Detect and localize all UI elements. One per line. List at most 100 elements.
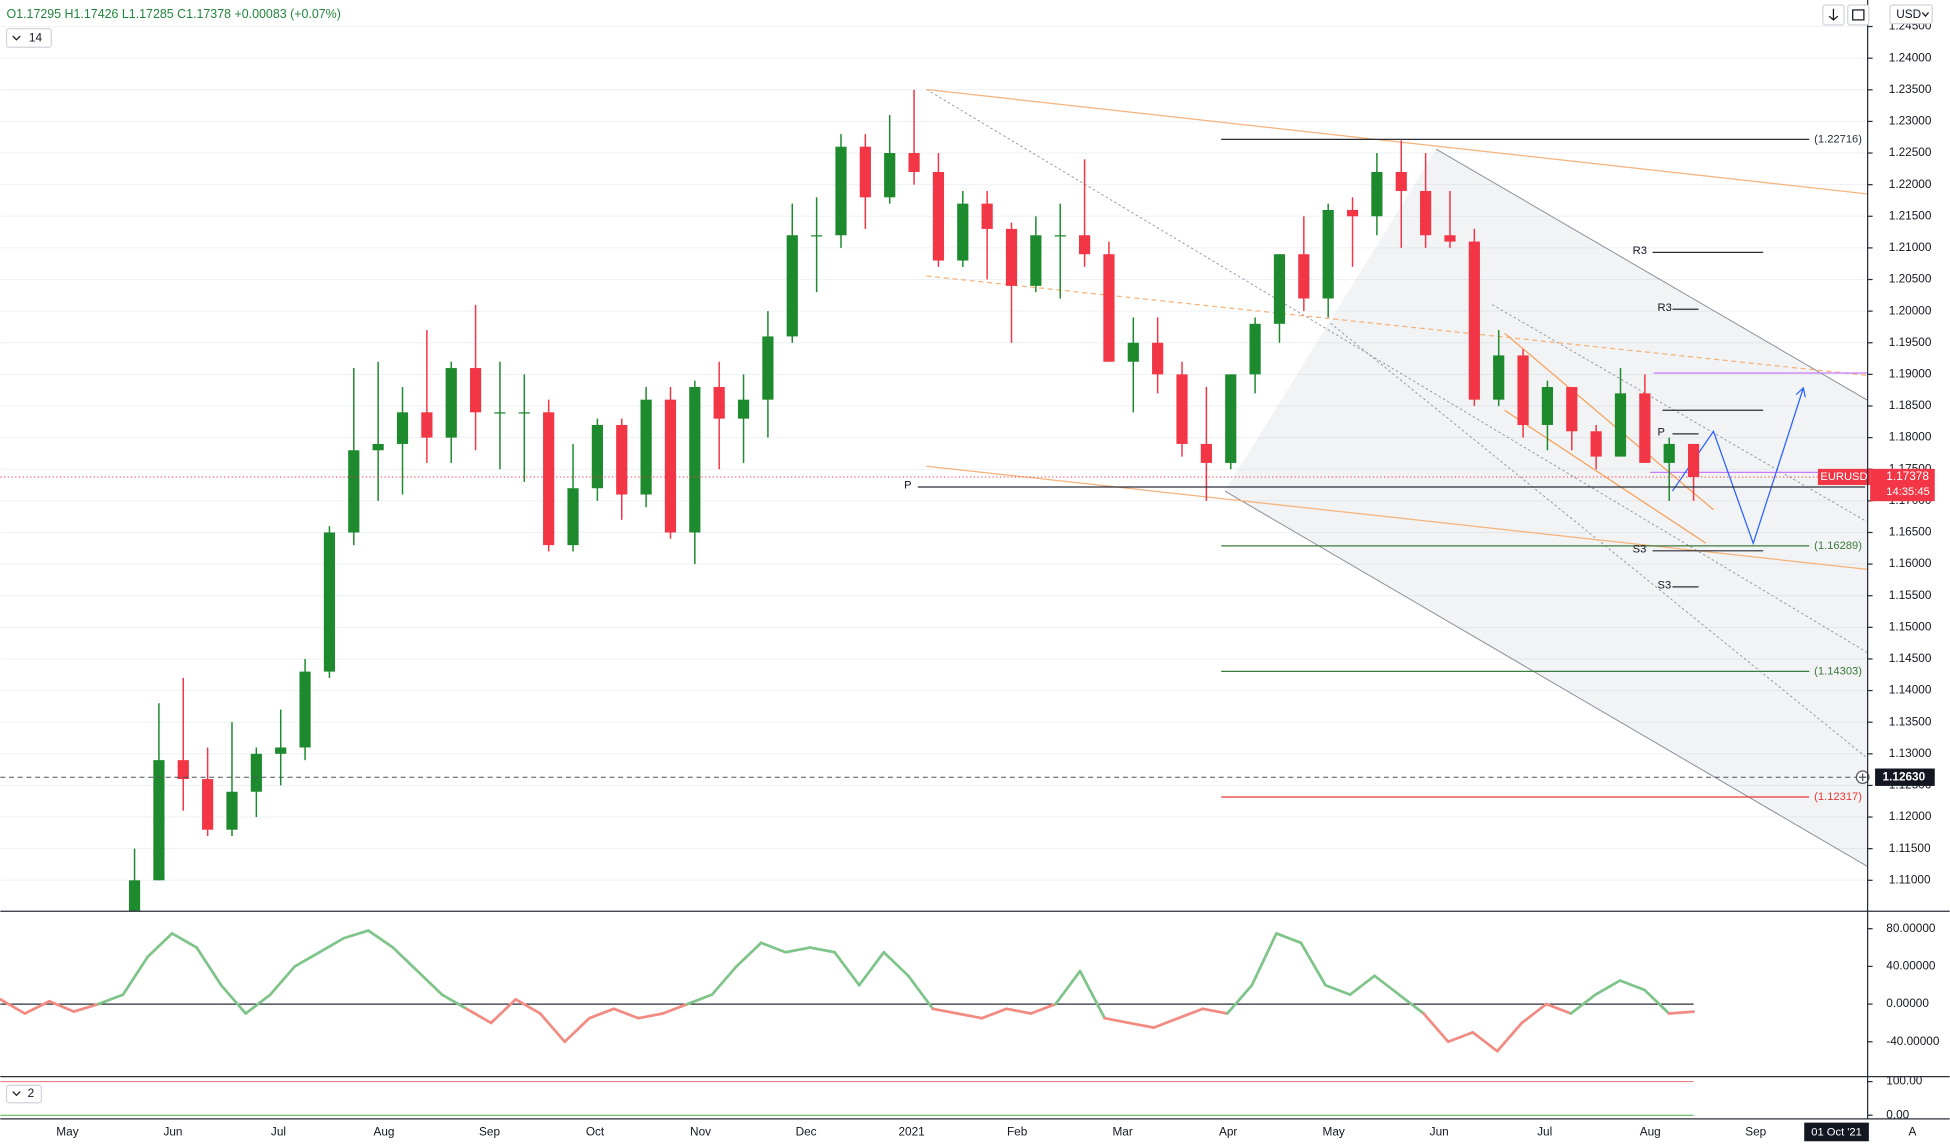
oscillator-segment — [1667, 1010, 1695, 1015]
channel-dotted — [1330, 322, 1868, 759]
chevron — [12, 35, 21, 41]
oscillator-segment — [636, 1012, 665, 1020]
y-tick-label: 1.18000 — [1889, 430, 1932, 444]
oscillator-segment — [612, 1007, 640, 1020]
wedge-line — [1504, 409, 1707, 544]
oscillator-segment — [906, 974, 935, 1011]
oscillator-segment — [882, 950, 910, 978]
oscillator-segment — [1397, 993, 1426, 1015]
candle-body — [543, 412, 555, 546]
fullscreen-button[interactable] — [1847, 4, 1870, 26]
indicator-toggle[interactable]: 14 — [5, 27, 52, 48]
y-tick-label: 1.18500 — [1889, 398, 1932, 412]
y-tick-label: 80.00000 — [1886, 921, 1936, 935]
ohlc-header: O1.17295 H1.17426 L1.17285 C1.17378 +0.0… — [7, 7, 341, 21]
trendline — [926, 465, 1868, 571]
countdown: 14:35:45 — [1886, 486, 1930, 498]
candle-body — [250, 753, 262, 792]
oscillator-segment — [391, 946, 419, 973]
oscillator-segment — [342, 929, 370, 940]
candle-body — [1639, 393, 1651, 463]
y-tick-label: 1.11500 — [1889, 841, 1931, 855]
candle-body — [1103, 254, 1115, 362]
x-tick-label: Feb — [1007, 1125, 1028, 1139]
oscillator-segment — [1324, 983, 1352, 997]
candle-body — [591, 424, 603, 489]
oscillator-segment — [195, 946, 223, 987]
high: H1.17426 — [65, 7, 119, 21]
level-label: (1.16289) — [1814, 540, 1862, 552]
oscillator-segment — [1054, 969, 1082, 1006]
candle-body — [1517, 355, 1529, 425]
candle-body — [1493, 355, 1505, 400]
candle-body — [1176, 374, 1188, 444]
candle-body — [469, 368, 482, 413]
level-label: (1.22716) — [1814, 133, 1862, 145]
x-tick-label: Jul — [1537, 1125, 1552, 1139]
y-tick-label: 0.00 — [1886, 1107, 1909, 1121]
indicator-box — [5, 1084, 42, 1104]
grid-layer — [0, 26, 1868, 881]
auto-scale[interactable]: A — [1908, 1125, 1916, 1139]
currency: USD — [1896, 7, 1921, 21]
oscillator-segment — [784, 946, 812, 954]
oscillator-segment — [48, 999, 76, 1013]
candle-body — [1200, 443, 1212, 463]
channel-dotted — [926, 89, 1868, 654]
channel — [1224, 149, 1868, 867]
oscillator-segment — [857, 950, 886, 987]
candle-body — [421, 412, 433, 438]
indicator-box — [5, 27, 52, 48]
pivot-label: P — [904, 480, 911, 492]
candle-body — [299, 671, 311, 748]
x-tick-label: Jun — [1430, 1125, 1449, 1139]
wedge-line — [1504, 332, 1714, 511]
oscillator-segment — [710, 965, 738, 997]
symbol-tag — [1817, 468, 1871, 486]
candle-body — [1468, 241, 1480, 400]
y-tick-label: 1.12000 — [1889, 809, 1932, 823]
oscillator-segment — [956, 1012, 984, 1020]
candle-body — [226, 791, 238, 830]
level-label: (1.12317) — [1814, 791, 1862, 803]
y-tick-label: 1.14500 — [1889, 651, 1932, 665]
oscillator-segment — [0, 997, 27, 1015]
x-tick-label: Mar — [1112, 1125, 1132, 1139]
oscillator-segment — [1275, 932, 1303, 945]
oscillator-segment — [1446, 1030, 1475, 1044]
y-tick-label: 1.19500 — [1889, 335, 1932, 349]
candle-body — [396, 412, 409, 444]
x-tick-label: Dec — [796, 1125, 817, 1139]
oscillator-segment — [1029, 1002, 1057, 1015]
oscillator-segment — [980, 1007, 1008, 1020]
candle-body — [1687, 443, 1700, 477]
crosshair-plus-icon — [1858, 773, 1867, 781]
x-tick-label: Jul — [271, 1125, 286, 1139]
oscillator-segment — [1201, 1007, 1229, 1015]
oscillator-segment — [293, 950, 321, 968]
indicator-param: 14 — [29, 31, 43, 45]
x-tick-label: Oct — [586, 1125, 605, 1139]
candle-body — [1054, 235, 1066, 237]
download-button[interactable] — [1822, 4, 1845, 26]
chevron — [1921, 12, 1930, 18]
candle-body — [1346, 209, 1359, 217]
candle-body — [1541, 387, 1554, 425]
candle-body — [762, 336, 774, 400]
oscillator-segment — [759, 941, 787, 954]
x-tick-label: Sep — [479, 1125, 500, 1139]
y-tick-label: 1.14000 — [1889, 683, 1932, 697]
oscillator-segment — [1176, 1007, 1205, 1020]
oscillator-segment — [661, 1002, 689, 1015]
oscillator-segment — [1594, 979, 1622, 997]
indicator-toggle[interactable]: 2 — [5, 1084, 42, 1104]
oscillator-segment — [146, 932, 174, 959]
oscillator-segment — [514, 997, 542, 1015]
y-tick-label: 1.19000 — [1889, 367, 1932, 381]
oscillator-segment — [563, 1016, 591, 1044]
candle-body — [1152, 342, 1164, 375]
candle-body — [908, 153, 920, 173]
currency-select[interactable]: USD — [1889, 4, 1933, 25]
